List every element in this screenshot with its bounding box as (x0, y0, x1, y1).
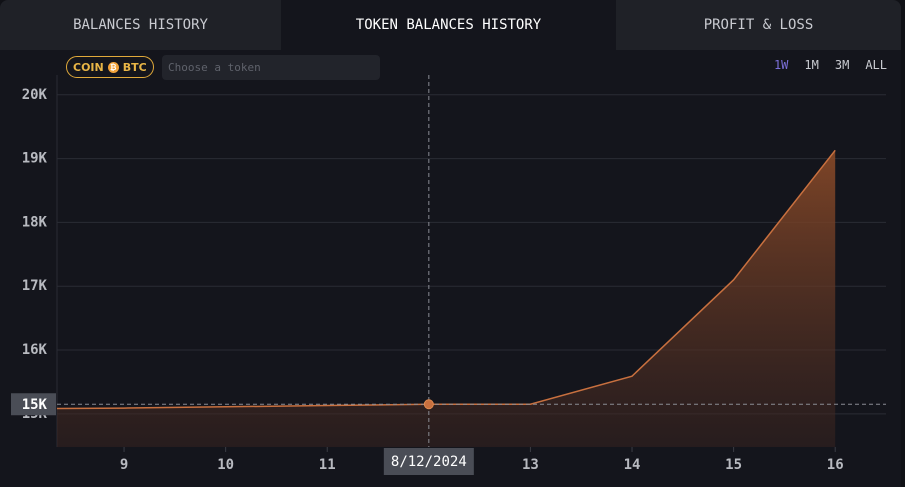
tabs: BALANCES HISTORY TOKEN BALANCES HISTORY PR… (0, 0, 901, 50)
crosshair-x-box (383, 448, 474, 475)
x-tick-label: 11 (319, 457, 336, 473)
x-tick-label: 10 (217, 457, 234, 473)
badge-label: COIN (73, 60, 104, 74)
range-button[interactable]: 3M (834, 58, 850, 72)
y-tick-label: 16K (22, 342, 48, 358)
range-buttons: 1W 1M 3M ALL (774, 58, 887, 72)
range-button[interactable]: 1W (773, 58, 789, 72)
crosshair-point (423, 399, 434, 410)
x-tick-label: 9 (120, 457, 128, 473)
y-tick-label: 17K (22, 278, 48, 294)
x-tick-label: 15 (725, 457, 742, 473)
crosshair-y-box (11, 393, 56, 416)
y-tick-label: 19K (22, 151, 48, 167)
tab[interactable]: BALANCES HISTORY (0, 0, 281, 50)
area (57, 150, 836, 447)
range-button[interactable]: 1M (804, 58, 819, 72)
token-badge[interactable]: COIN ₿ BTC (66, 56, 154, 78)
crosshair-y-label: 15K (22, 397, 48, 413)
badge-token: BTC (122, 60, 147, 74)
range-button[interactable]: ALL (865, 58, 887, 72)
x-tick-label: 13 (522, 457, 539, 473)
badge-icon: ₿ (107, 61, 119, 73)
tab[interactable]: TOKEN BALANCES HISTORY (281, 0, 616, 50)
y-tick-label: 18K (22, 214, 48, 230)
tab[interactable]: PROFIT & LOSS (616, 0, 901, 50)
token-input[interactable]: Choose a token (162, 55, 380, 80)
crosshair-x-label: 8/12/2024 (391, 454, 467, 470)
x-tick-label: 16 (827, 457, 844, 473)
y-tick-label: 20K (22, 87, 48, 103)
x-tick-label: 14 (624, 457, 641, 473)
